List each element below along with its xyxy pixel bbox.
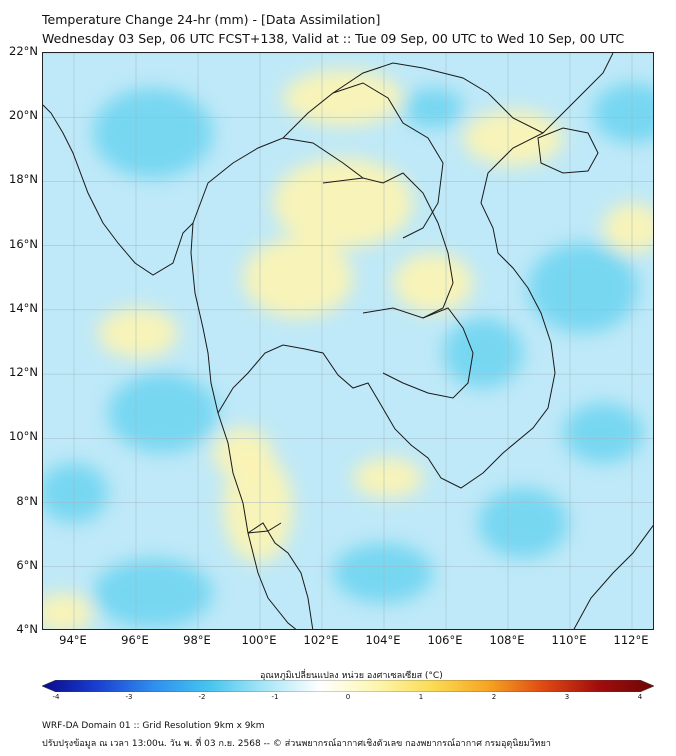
latitude-label: 4°N xyxy=(16,622,38,636)
longitude-label: 104°E xyxy=(365,633,401,647)
longitude-label: 102°E xyxy=(303,633,339,647)
latitude-label: 20°N xyxy=(9,108,38,123)
cool-anomaly xyxy=(93,88,213,178)
longitude-label: 108°E xyxy=(489,633,525,647)
colorbar xyxy=(42,680,654,692)
border-malaysia-thailand xyxy=(247,522,282,534)
colorbar-tick-label: 1 xyxy=(418,693,424,701)
border-laos xyxy=(282,82,444,239)
border-vietnam-china xyxy=(332,62,544,134)
colorbar-tick-label: 3 xyxy=(564,693,570,701)
peninsula-east-coast xyxy=(247,522,314,629)
latitude-label: 14°N xyxy=(9,300,38,315)
colorbar-tick-label: 4 xyxy=(637,693,643,701)
colorbar-tick-label: -2 xyxy=(198,693,206,701)
footer-update-info: ปรับปรุงข้อมูล ณ เวลา 13:00น. วัน พ. ที่… xyxy=(42,739,551,749)
longitude-label: 106°E xyxy=(427,633,463,647)
colorbar-title: อุณหภูมิเปลี่ยนแปลง หน่วย องศาเซลเซียส (… xyxy=(260,671,443,681)
border-cambodia xyxy=(362,307,474,399)
longitude-label: 96°E xyxy=(121,633,149,647)
footer-model-info: WRF-DA Domain 01 :: Grid Resolution 9km … xyxy=(42,721,265,731)
gulf-coastline xyxy=(217,53,614,489)
latitude-label: 6°N xyxy=(16,557,38,572)
warm-anomaly xyxy=(223,453,293,563)
map-subtitle: Wednesday 03 Sep, 06 UTC FCST+138, Valid… xyxy=(42,31,625,46)
warm-anomaly xyxy=(393,253,473,313)
colorbar-tick-label: -4 xyxy=(52,693,60,701)
latitude-label: 10°N xyxy=(9,429,38,444)
cool-anomaly xyxy=(593,83,653,143)
warm-anomaly xyxy=(603,203,653,253)
latitude-label: 22°N xyxy=(9,44,38,58)
map-title: Temperature Change 24-hr (mm) - [Data As… xyxy=(42,12,381,27)
colorbar-tick-label: -3 xyxy=(125,693,133,701)
warm-anomaly xyxy=(43,593,93,629)
cool-anomaly xyxy=(108,373,218,453)
border-myanmar-thailand xyxy=(192,137,364,224)
cool-anomaly xyxy=(403,88,463,128)
warm-anomaly xyxy=(283,70,403,126)
latitude-label: 16°N xyxy=(9,236,38,251)
colorbar-tick-label: 0 xyxy=(345,693,351,701)
warm-anomaly xyxy=(353,458,423,498)
latitude-label: 12°N xyxy=(9,365,38,380)
temperature-field xyxy=(43,70,653,629)
warm-anomaly xyxy=(463,110,563,166)
cool-anomaly xyxy=(93,558,213,628)
cool-anomaly xyxy=(333,543,433,603)
border-thailand-laos xyxy=(322,172,454,319)
colorbar-tick-label: 2 xyxy=(491,693,497,701)
warm-anomaly xyxy=(213,428,273,478)
cool-anomaly xyxy=(443,318,523,388)
cool-anomaly xyxy=(43,463,108,523)
cool-anomaly xyxy=(563,403,643,463)
graticule xyxy=(43,53,653,629)
longitude-label: 110°E xyxy=(551,633,587,647)
cool-anomaly xyxy=(478,488,568,558)
longitude-label: 94°E xyxy=(59,633,87,647)
west-coastline xyxy=(43,104,297,629)
borneo-coastline xyxy=(573,524,653,629)
hainan-coastline xyxy=(537,127,599,174)
map-canvas[interactable] xyxy=(43,53,654,630)
longitude-label: 100°E xyxy=(241,633,277,647)
warm-anomaly xyxy=(273,158,413,248)
longitude-label: 98°E xyxy=(183,633,211,647)
warm-anomaly xyxy=(243,238,353,318)
longitude-label: 112°E xyxy=(613,633,649,647)
latitude-label: 8°N xyxy=(16,493,38,508)
coastline-borders xyxy=(43,53,653,629)
colorbar-bar xyxy=(42,680,654,692)
latitude-label: 18°N xyxy=(9,172,38,187)
cool-anomaly xyxy=(528,243,638,333)
colorbar-tick-label: -1 xyxy=(271,693,279,701)
warm-anomaly xyxy=(98,308,178,358)
map-panel[interactable] xyxy=(42,52,654,630)
